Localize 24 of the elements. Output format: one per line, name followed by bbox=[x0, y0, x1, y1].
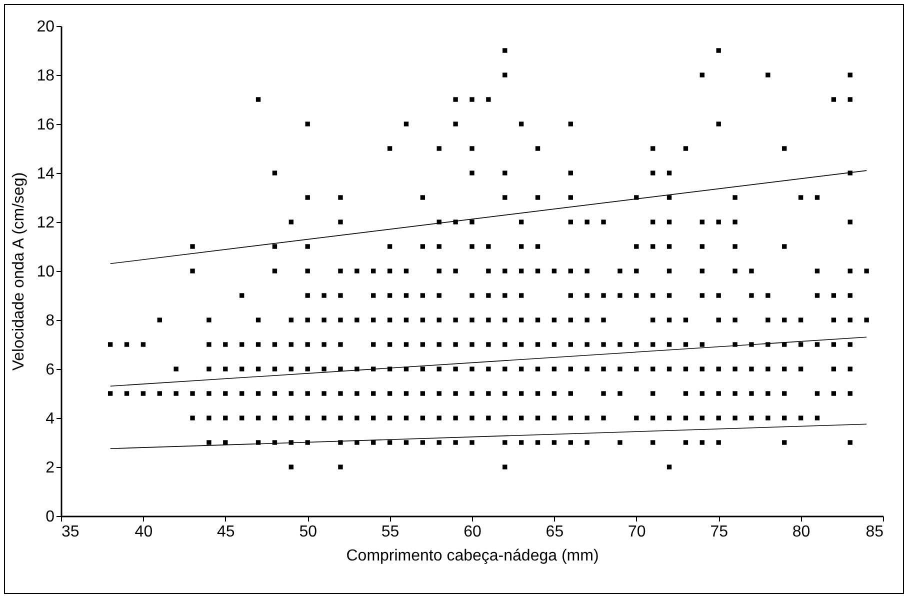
x-tick-label: 55 bbox=[381, 524, 400, 540]
x-tick-label: 60 bbox=[464, 524, 482, 540]
x-tick-label: 40 bbox=[134, 524, 153, 540]
y-tick-label: 10 bbox=[36, 264, 55, 280]
x-tick-label: 65 bbox=[546, 524, 564, 540]
x-tick-label: 75 bbox=[710, 524, 728, 540]
y-tick-label: 12 bbox=[36, 214, 55, 232]
y-tick-label: 20 bbox=[36, 18, 55, 36]
y-tick-label: 6 bbox=[46, 362, 55, 378]
y-tick-label: 18 bbox=[36, 68, 55, 84]
x-tick-label: 45 bbox=[217, 524, 235, 540]
y-tick-label: 16 bbox=[36, 116, 55, 134]
x-tick-label: 80 bbox=[792, 524, 810, 540]
y-tick-label: 0 bbox=[46, 508, 55, 526]
y-tick-label: 8 bbox=[46, 312, 55, 330]
x-tick-label: 50 bbox=[299, 524, 318, 540]
y-tick-label: 2 bbox=[46, 460, 55, 476]
y-tick-label: 4 bbox=[46, 410, 55, 428]
x-axis-title: Comprimento cabeça-nádega (mm) bbox=[346, 548, 599, 564]
x-tick-label: 70 bbox=[628, 524, 646, 540]
y-axis-title: Velocidade onda A (cm/seg) bbox=[10, 172, 28, 371]
x-tick-label: 85 bbox=[866, 524, 884, 540]
x-tick-label: 35 bbox=[62, 524, 80, 540]
y-tick-label: 14 bbox=[36, 166, 55, 182]
